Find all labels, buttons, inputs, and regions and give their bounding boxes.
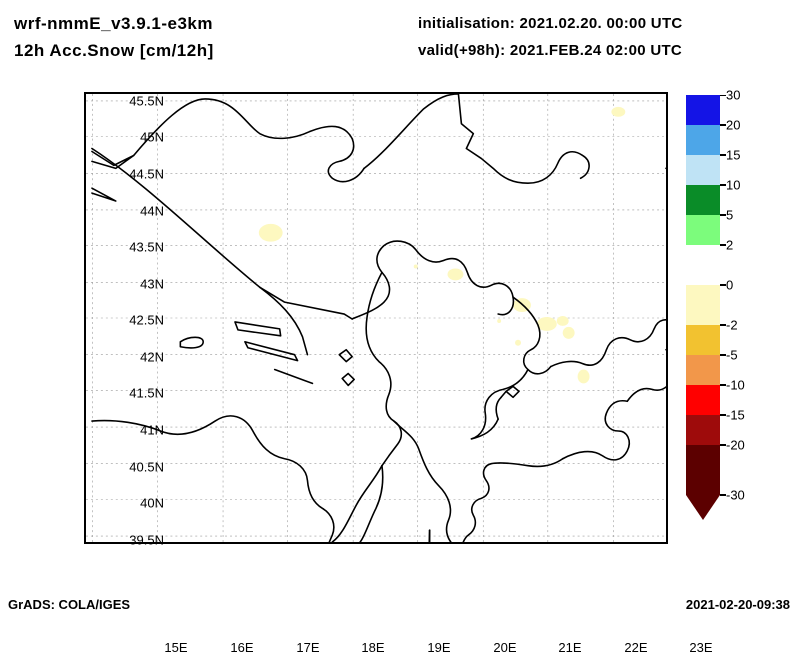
- colorbar-seg-15-20: [686, 125, 720, 155]
- initialisation-text: initialisation: 2021.02.20. 00:00 UTC: [418, 10, 683, 37]
- x-tick-label-3: 18E: [361, 640, 384, 655]
- colorbar-label-neg2: -2: [726, 318, 738, 333]
- grads-attribution-text: GrADS: COLA/IGES: [8, 597, 130, 612]
- colorbar-seg-neg10-neg5: [686, 355, 720, 385]
- colorbar-label-neg10: -10: [726, 378, 745, 393]
- x-tick-label-1: 16E: [230, 640, 253, 655]
- colorbar-seg-5-10: [686, 185, 720, 215]
- x-tick-label-4: 19E: [427, 640, 450, 655]
- y-tick-label-2: 44.5N: [129, 167, 164, 182]
- colorbar-label-2: 2: [726, 238, 733, 253]
- y-tick-label-1: 45N: [140, 130, 164, 145]
- colorbar-label-10: 10: [726, 178, 740, 193]
- colorbar-label-neg15: -15: [726, 408, 745, 423]
- weather-map-root: wrf-nmmE_v3.9.1-e3km 12h Acc.Snow [cm/12…: [0, 0, 800, 618]
- colorbar-label-neg20: -20: [726, 438, 745, 453]
- y-tick-label-10: 40.5N: [129, 460, 164, 475]
- colorbar-seg-2-5: [686, 215, 720, 245]
- colorbar-label-neg30: -30: [726, 488, 745, 503]
- colorbar-seg-20-30: [686, 95, 720, 125]
- y-tick-label-8: 41.5N: [129, 386, 164, 401]
- valid-time-text: valid(+98h): 2021.FEB.24 02:00 UTC: [418, 37, 683, 64]
- colorbar-seg-neg15-neg10: [686, 385, 720, 415]
- colorbar-label-20: 20: [726, 118, 740, 133]
- map-borders-svg: [86, 94, 666, 542]
- y-tick-label-11: 40N: [140, 496, 164, 511]
- y-tick-label-7: 42N: [140, 350, 164, 365]
- colorbar-label-5: 5: [726, 208, 733, 223]
- y-tick-label-5: 43N: [140, 277, 164, 292]
- y-tick-label-6: 42.5N: [129, 313, 164, 328]
- colorbar-label-neg5: -5: [726, 348, 738, 363]
- colorbar-seg-neg5-neg2: [686, 325, 720, 355]
- colorbar-arrow-bottom: [686, 495, 720, 520]
- x-tick-label-2: 17E: [296, 640, 319, 655]
- variable-title: 12h Acc.Snow [cm/12h]: [14, 37, 214, 64]
- x-tick-label-5: 20E: [493, 640, 516, 655]
- colorbar-label-15: 15: [726, 148, 740, 163]
- colorbar-seg-neg20-neg15: [686, 415, 720, 445]
- x-tick-label-8: 23E: [689, 640, 712, 655]
- colorbar-label-30: 30: [726, 88, 740, 103]
- x-tick-label-7: 22E: [624, 640, 647, 655]
- y-tick-label-9: 41N: [140, 423, 164, 438]
- header-right-text: initialisation: 2021.02.20. 00:00 UTC va…: [418, 10, 683, 64]
- x-tick-label-0: 15E: [164, 640, 187, 655]
- y-tick-label-0: 45.5N: [129, 94, 164, 109]
- colorbar-seg-10-15: [686, 155, 720, 185]
- map-plot-area[interactable]: 45.5N 45N 44.5N 44N 43.5N 43N 42.5N 42N …: [84, 92, 668, 544]
- y-tick-label-12: 39.5N: [129, 533, 164, 548]
- snow-scale-colorbar[interactable]: 30 20 15 10 5 2 0 -2 -5 -10 -15 -20 -30: [686, 95, 722, 525]
- colorbar-seg-0-2: [686, 245, 720, 285]
- colorbar-seg-neg30-neg20: [686, 445, 720, 495]
- colorbar-seg-neg2-0: [686, 285, 720, 325]
- snow-accumulation-patches: [259, 107, 666, 384]
- x-tick-label-6: 21E: [558, 640, 581, 655]
- header-left-text: wrf-nmmE_v3.9.1-e3km 12h Acc.Snow [cm/12…: [14, 10, 214, 64]
- colorbar-label-0: 0: [726, 278, 733, 293]
- generation-timestamp-text: 2021-02-20-09:38: [686, 597, 790, 612]
- y-tick-label-4: 43.5N: [129, 240, 164, 255]
- model-title: wrf-nmmE_v3.9.1-e3km: [14, 10, 214, 37]
- y-tick-label-3: 44N: [140, 204, 164, 219]
